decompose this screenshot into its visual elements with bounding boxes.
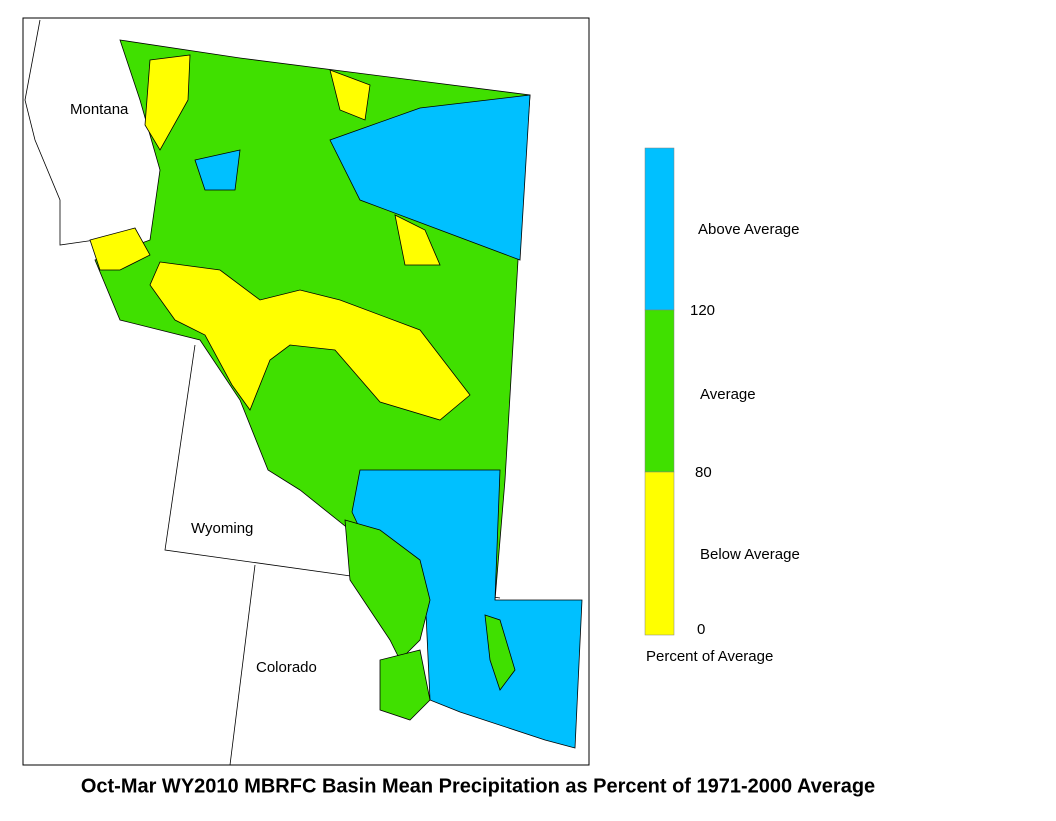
average-basins — [484, 614, 516, 691]
legend-tick: 120 — [690, 302, 715, 319]
below-average-basins — [329, 69, 371, 121]
legend-swatch — [644, 309, 675, 473]
above-average-basins — [329, 94, 531, 261]
legend-tick: 0 — [697, 621, 705, 638]
legend-label: Average — [700, 386, 756, 403]
below-average-basins — [394, 214, 441, 266]
legend-swatch — [644, 471, 675, 636]
state-label: Montana — [70, 101, 129, 118]
above-average-basins — [194, 149, 241, 191]
legend-label: Above Average — [698, 221, 799, 238]
state-label: Wyoming — [191, 520, 253, 537]
legend-title: Percent of Average — [646, 648, 773, 665]
average-basins — [344, 519, 431, 661]
legend-swatch — [644, 147, 675, 311]
average-basins — [379, 649, 431, 721]
below-average-basins — [144, 54, 191, 151]
legend-label: Below Average — [700, 546, 800, 563]
map-title: Oct-Mar WY2010 MBRFC Basin Mean Precipit… — [81, 775, 875, 797]
state-label: Colorado — [256, 659, 317, 676]
legend-tick: 80 — [695, 464, 712, 481]
below-average-basins — [89, 227, 151, 271]
below-average-basins — [149, 261, 471, 421]
